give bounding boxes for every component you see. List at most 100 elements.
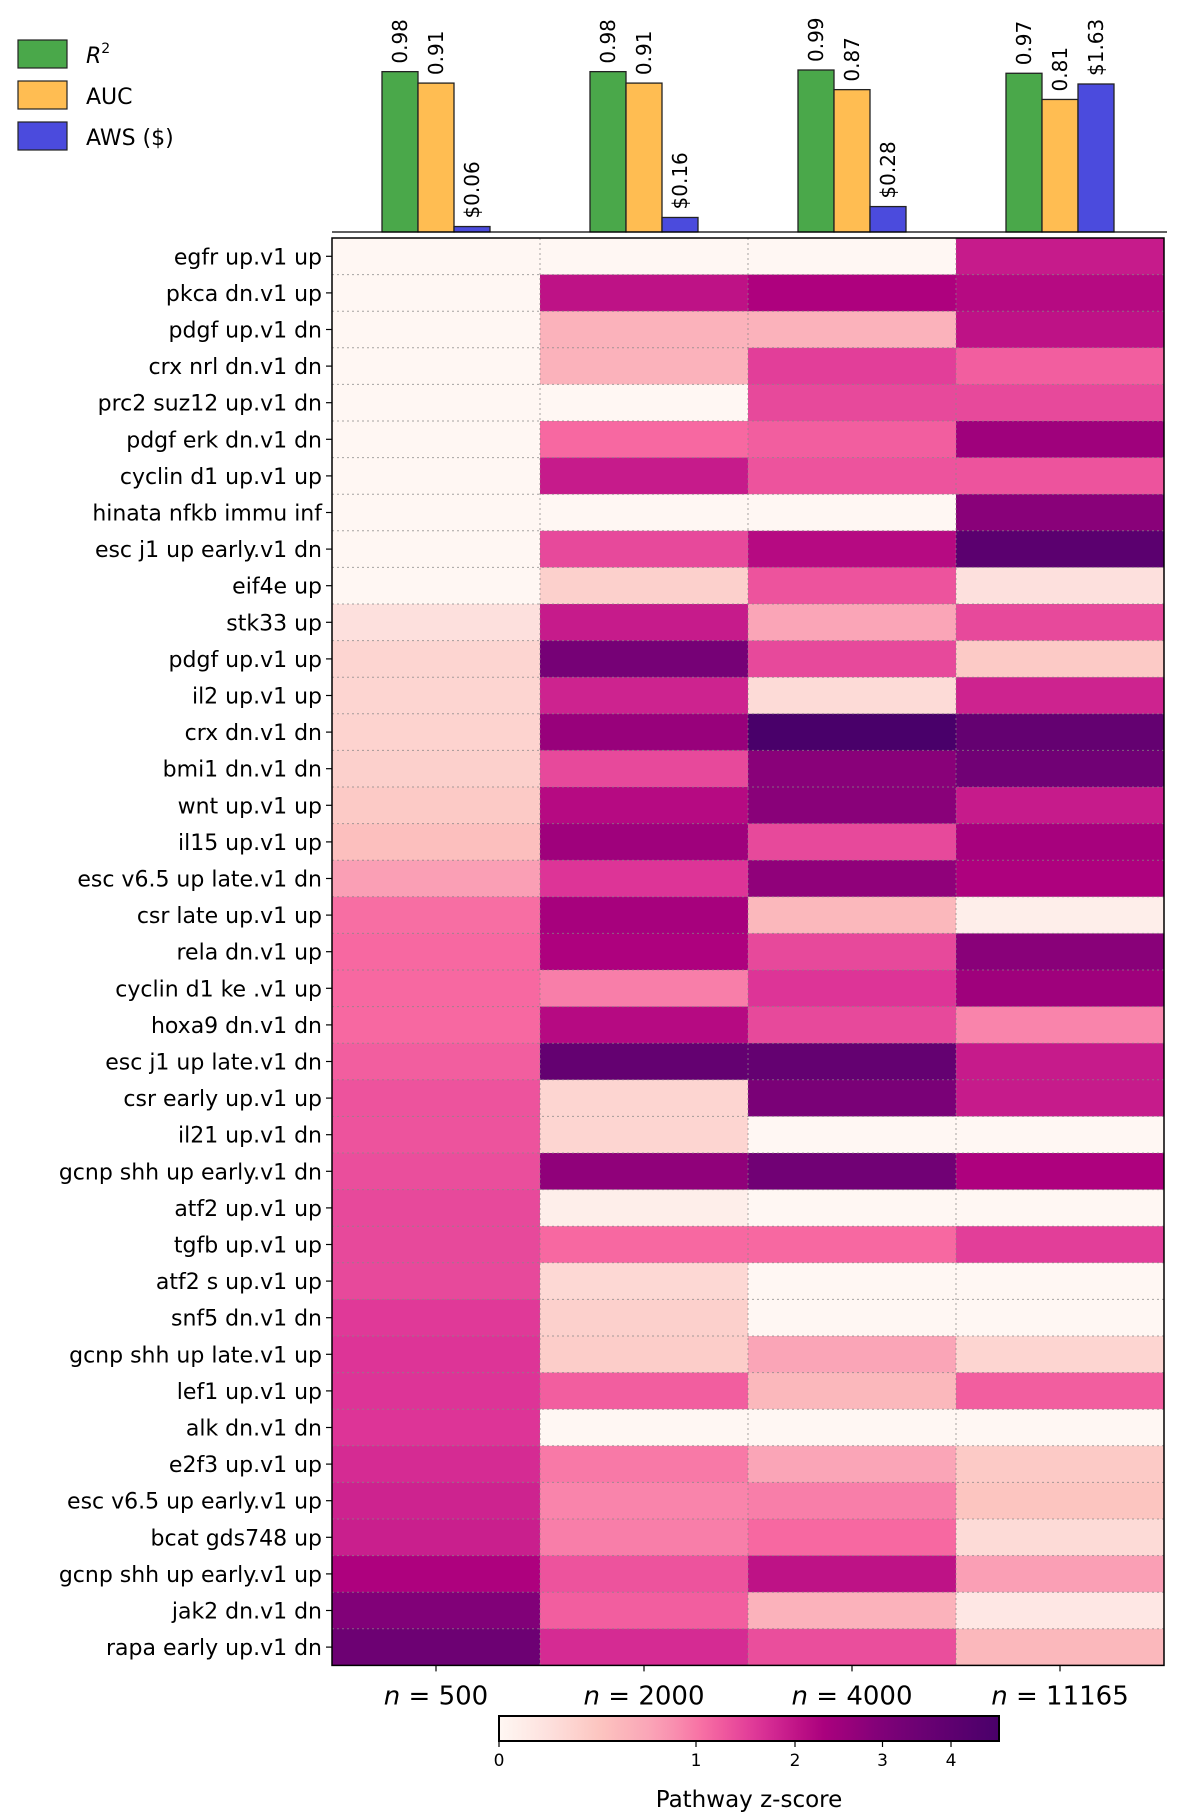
row-label: esc j1 up late.v1 dn [105, 1051, 322, 1076]
row-label: pkca dn.v1 up [166, 282, 322, 307]
bar-r2 [1005, 72, 1043, 233]
heatmap-cell [332, 896, 541, 934]
heatmap-cell [956, 1226, 1165, 1264]
heatmap-cell [748, 1482, 957, 1520]
heatmap-cell [540, 1445, 749, 1483]
heatmap-cell [332, 1336, 541, 1374]
colorbar-label: Pathway z-score [656, 1787, 843, 1813]
row-label: bcat gds748 up [151, 1526, 322, 1551]
heatmap-cell [748, 823, 957, 861]
heatmap-cell [748, 1299, 957, 1337]
heatmap-cell [540, 1153, 749, 1191]
heatmap-cell [332, 933, 541, 971]
heatmap-cell [540, 787, 749, 825]
heatmap-cell [748, 860, 957, 898]
heatmap-cell [540, 640, 749, 678]
legend-label-r2: R2 [86, 41, 110, 69]
heatmap-cell [540, 1372, 749, 1410]
heatmap-cell [540, 677, 749, 715]
row-label: pdgf up.v1 dn [169, 319, 322, 344]
heatmap-cell [748, 1628, 957, 1666]
heatmap-cell [332, 677, 541, 715]
heatmap-cell [540, 1116, 749, 1154]
heatmap-cell [332, 347, 541, 385]
heatmap-cell [540, 713, 749, 751]
row-label: pdgf erk dn.v1 dn [126, 428, 322, 453]
heatmap-cell [748, 677, 957, 715]
heatmap-cell [540, 896, 749, 934]
row-label: cyclin d1 up.v1 up [120, 465, 322, 490]
heatmap-cell [332, 1079, 541, 1117]
heatmap-cell [956, 787, 1165, 825]
heatmap-cell [332, 1372, 541, 1410]
row-label: e2f3 up.v1 up [169, 1453, 322, 1478]
heatmap-cell [748, 1079, 957, 1117]
row-labels: egfr up.v1 up pkca dn.v1 up pdgf up.v1 dn c… [59, 245, 332, 1661]
colorbar-tick-label: 4 [946, 1751, 957, 1771]
row-label: atf2 s up.v1 up [156, 1270, 322, 1295]
heatmap-cell [332, 750, 541, 788]
row-label: tgfb up.v1 up [174, 1234, 322, 1259]
heatmap-cell [956, 1043, 1165, 1081]
heatmap-cell [540, 750, 749, 788]
heatmap-cell [332, 1482, 541, 1520]
row-label: gcnp shh up early.v1 up [59, 1563, 322, 1588]
row-label: esc j1 up early.v1 dn [95, 538, 322, 563]
column-label: n = 4000 [792, 1681, 913, 1711]
heatmap-cell [332, 1006, 541, 1044]
heatmap-cell [956, 823, 1165, 861]
column-label: n = 2000 [584, 1681, 705, 1711]
row-label: snf5 dn.v1 dn [171, 1307, 322, 1332]
bar-label-aws: $0.16 [668, 152, 692, 209]
bar-label-auc: 0.81 [1048, 47, 1072, 92]
heatmap-cell [748, 567, 957, 605]
heatmap-cell [956, 1153, 1165, 1191]
heatmap-cell [540, 1226, 749, 1264]
heatmap-cell [748, 347, 957, 385]
row-label: il15 up.v1 up [178, 831, 322, 856]
heatmap-cell [540, 604, 749, 642]
heatmap-cell [956, 567, 1165, 605]
heatmap-cell [956, 238, 1165, 276]
heatmap-cell [332, 1153, 541, 1191]
colorbar-gradient [498, 1715, 1000, 1742]
heatmap-cell [540, 823, 749, 861]
row-label: csr early up.v1 up [123, 1087, 322, 1112]
heatmap-cell [748, 457, 957, 495]
heatmap-cell [748, 530, 957, 568]
heatmap-cell [748, 1043, 957, 1081]
bar-r2 [381, 70, 419, 233]
bar-auc [417, 82, 455, 233]
heatmap-cell [332, 1519, 541, 1557]
heatmap-cell [540, 1592, 749, 1630]
heatmap-cell [748, 970, 957, 1008]
heatmap-cell [748, 1592, 957, 1630]
heatmap-cell [332, 1226, 541, 1264]
heatmap-cell [332, 1592, 541, 1630]
bar-r2 [797, 69, 835, 233]
heatmap-cell [332, 1262, 541, 1300]
heatmap-cell [956, 1116, 1165, 1154]
heatmap-cell [748, 713, 957, 751]
heatmap-cell [332, 1043, 541, 1081]
heatmap-cell [748, 1006, 957, 1044]
heatmap-cell [332, 1116, 541, 1154]
heatmap-cell [332, 384, 541, 422]
colorbar-tick-label: 3 [877, 1751, 888, 1771]
heatmap-cell [540, 238, 749, 276]
column-label: n = 11165 [991, 1681, 1129, 1711]
bar-label-aws: $1.63 [1084, 19, 1108, 76]
heatmap-cell [748, 1189, 957, 1227]
heatmap-cell [332, 713, 541, 751]
heatmap-cell [956, 421, 1165, 459]
bar-aws [661, 216, 699, 233]
heatmap-cell [956, 274, 1165, 312]
heatmap-cell [332, 567, 541, 605]
bar-aws [1077, 83, 1115, 233]
heatmap-cell [540, 567, 749, 605]
bar-label-auc: 0.91 [632, 31, 656, 76]
row-label: hoxa9 dn.v1 dn [151, 1014, 322, 1039]
row-label: egfr up.v1 up [174, 245, 322, 270]
bar-chart: 0.98 0.91 $0.06 0.98 0.91 $0.16 0.99 0.87 $0.28 0… [381, 17, 1115, 233]
